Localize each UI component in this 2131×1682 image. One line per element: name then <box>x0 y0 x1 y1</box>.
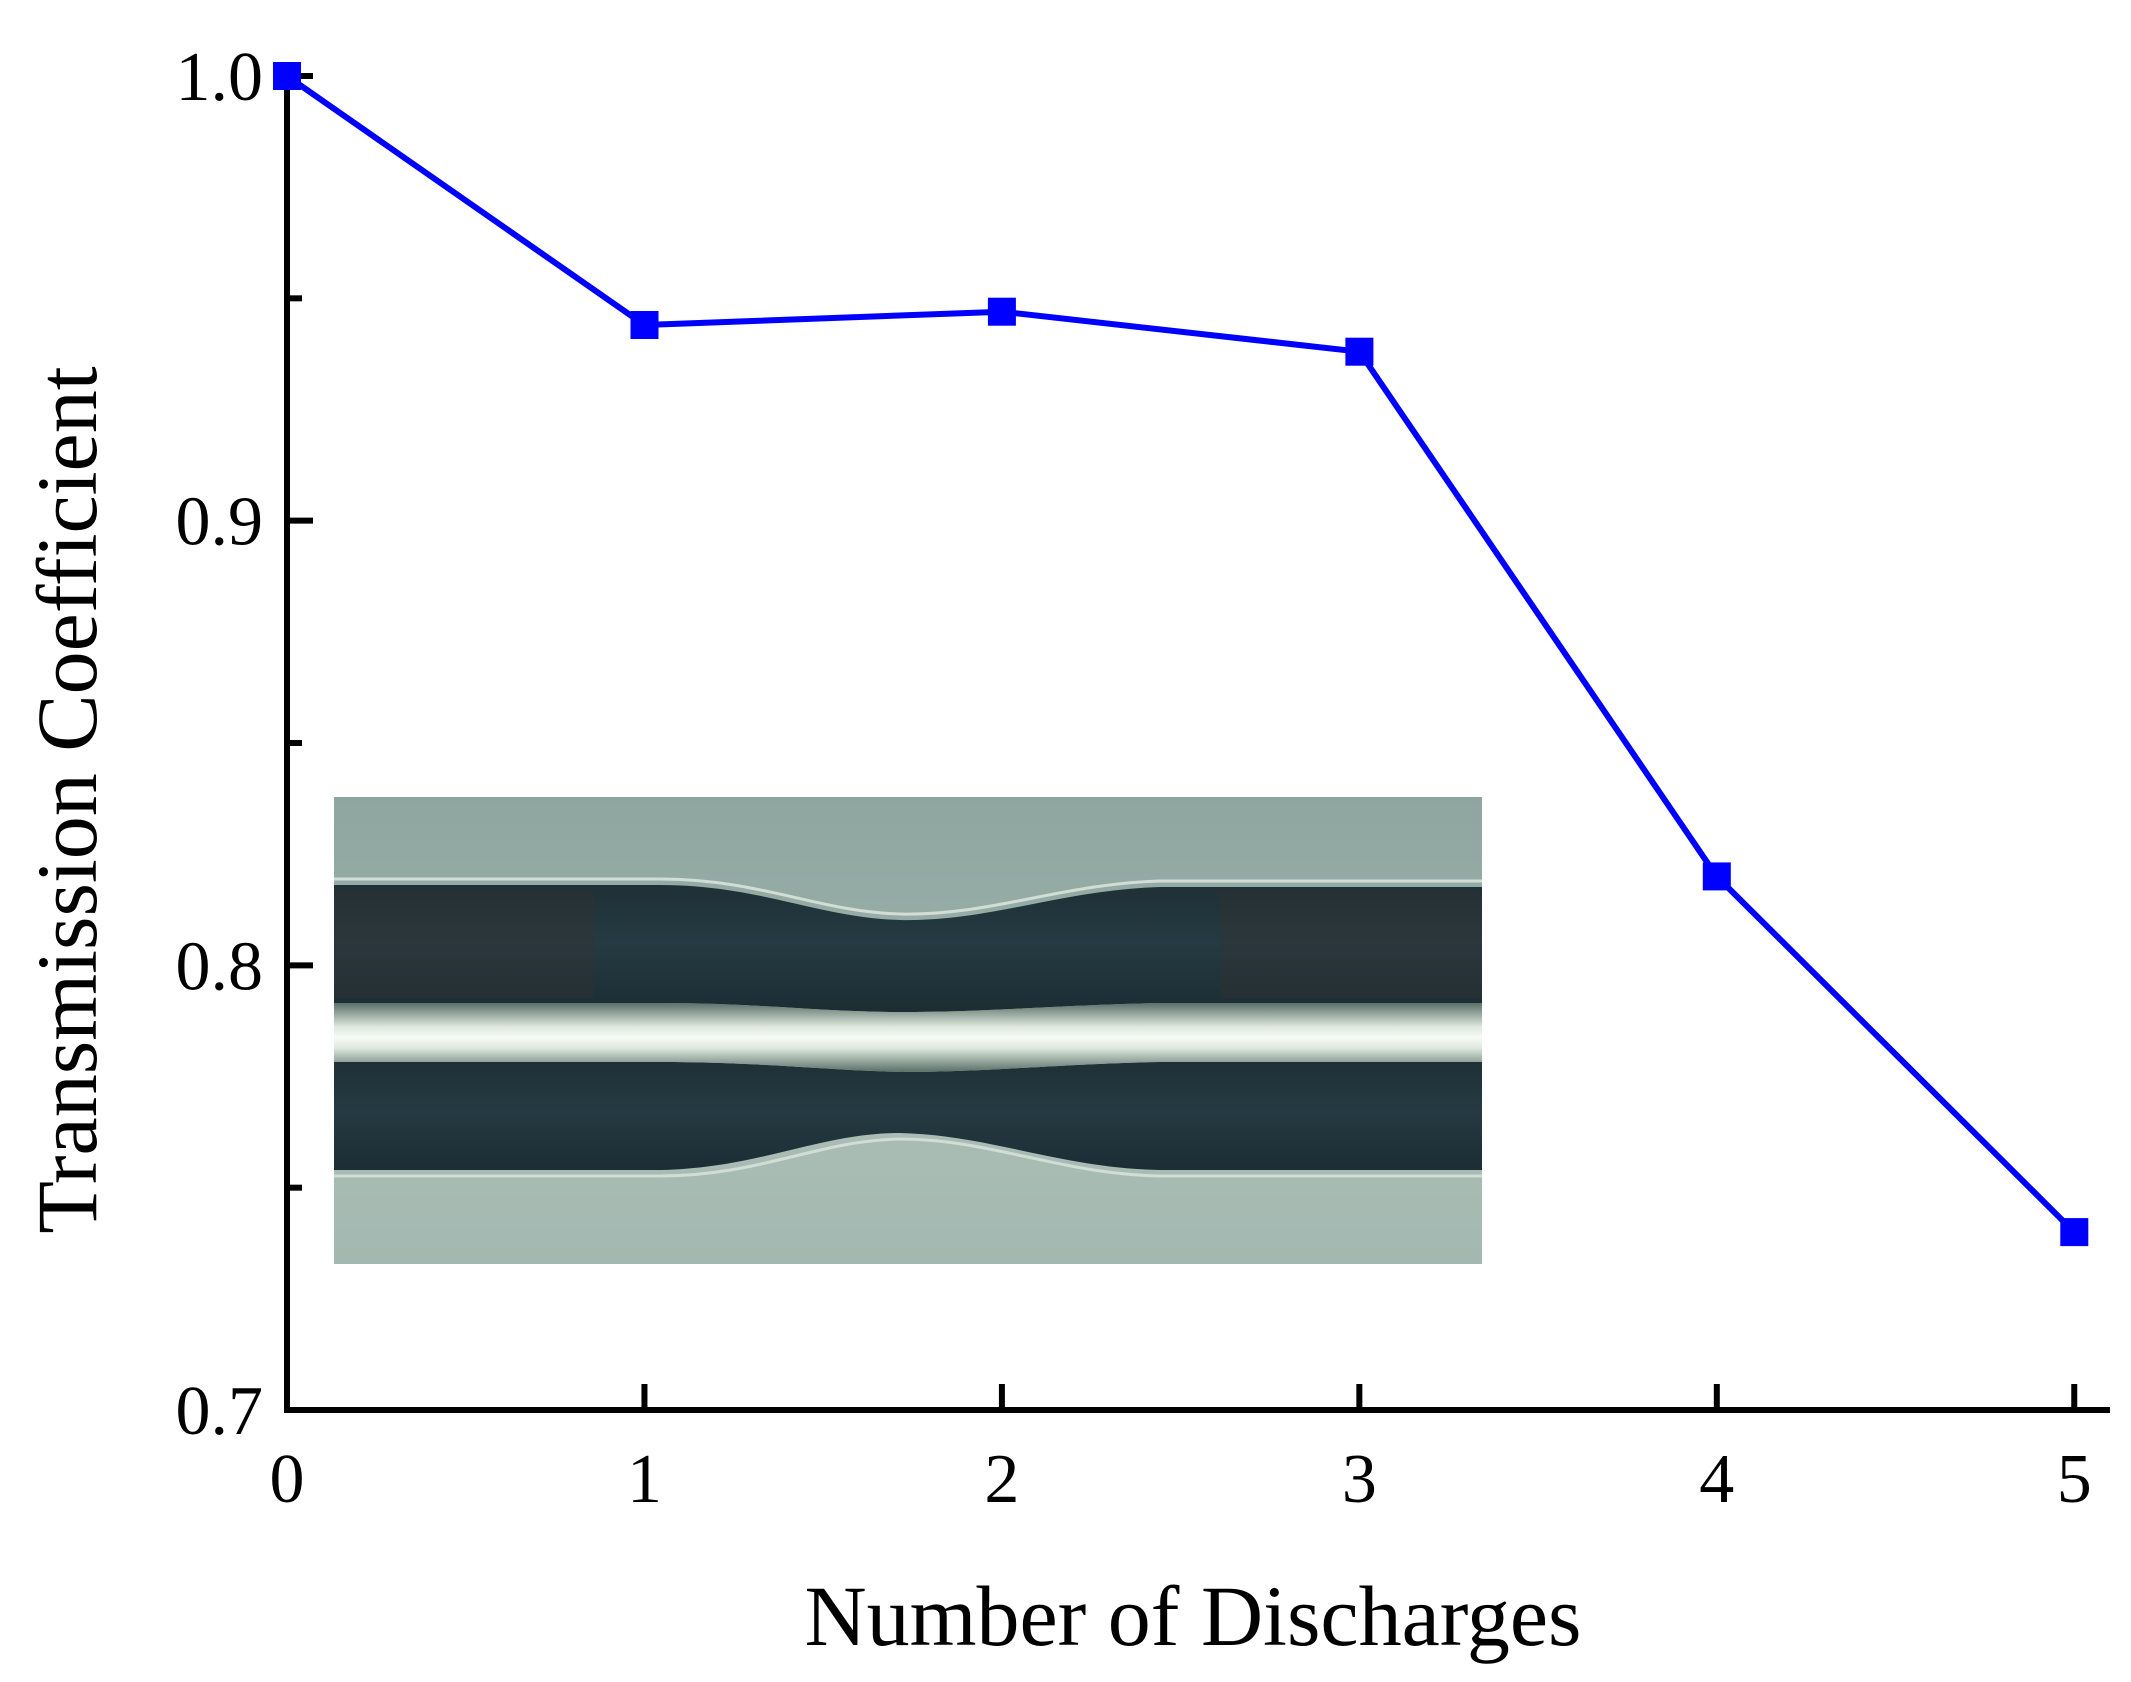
data-point-marker <box>1345 337 1374 366</box>
data-series <box>273 62 2089 1247</box>
x-tick-label: 2 <box>984 1441 1019 1518</box>
x-axis-ticks: 0 1 2 3 4 5 <box>270 1384 2092 1518</box>
data-point-marker <box>987 297 1016 326</box>
series-line <box>285 73 2077 1235</box>
y-axis-ticks: 0.7 0.8 0.9 1.0 <box>176 39 313 1450</box>
data-point-marker <box>1702 862 1731 891</box>
x-tick-label: 3 <box>1342 1441 1377 1518</box>
x-tick-label: 5 <box>2057 1441 2092 1518</box>
x-tick-label: 0 <box>270 1441 305 1518</box>
y-tick-label: 0.8 <box>176 928 264 1005</box>
y-axis-title: Transmission Coefficient <box>19 366 115 1233</box>
y-tick-label: 0.9 <box>176 484 264 561</box>
x-tick-label: 1 <box>627 1441 662 1518</box>
data-point-marker <box>2060 1218 2089 1247</box>
y-tick-label: 0.7 <box>176 1373 264 1450</box>
y-tick-label: 1.0 <box>176 39 264 116</box>
x-axis-title: Number of Discharges <box>805 1568 1582 1664</box>
data-point-marker <box>273 62 301 90</box>
x-tick-label: 4 <box>1699 1441 1734 1518</box>
data-point-marker <box>630 311 659 339</box>
fiber-taper-micrograph <box>334 797 1482 1264</box>
